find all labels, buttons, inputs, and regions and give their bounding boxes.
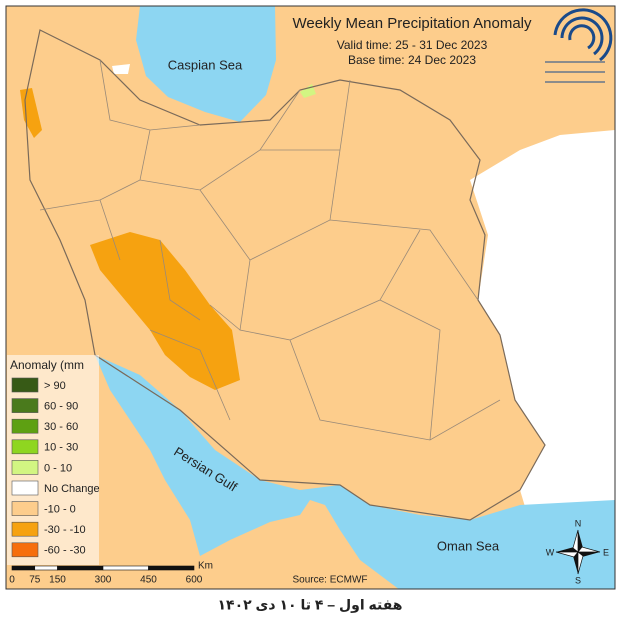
country-border <box>24 29 546 521</box>
caspian-sea <box>136 6 276 122</box>
persian-gulf-oman-sea <box>95 355 615 589</box>
legend-label: 0 - 10 <box>44 462 72 474</box>
legend-swatch <box>11 377 39 393</box>
footer: هفته اول – ۴ تا ۱۰ دی ۱۴۰۲ <box>217 597 402 614</box>
scale-unit: Km <box>198 561 213 572</box>
frame <box>5 5 616 590</box>
compass-label: S <box>575 575 581 585</box>
sea-label: Caspian Sea <box>168 57 243 72</box>
base-time: Base time: 24 Dec 2023 <box>348 53 476 67</box>
scale-bar: 0 75 150 300 450 600 Km <box>9 561 213 586</box>
legend-title: Anomaly (mm <box>10 358 84 372</box>
legend-label: 30 - 60 <box>44 421 78 433</box>
scale-segment <box>57 565 104 571</box>
scale-label: 0 <box>9 575 15 586</box>
legend-swatch <box>11 480 39 496</box>
legend-label: 60 - 90 <box>44 401 78 413</box>
legend-swatch <box>11 418 39 434</box>
legend-label: -60 - -30 <box>44 545 86 557</box>
legend-label: -10 - 0 <box>44 504 76 516</box>
legend: Anomaly (mm > 90 60 - 90 30 - 60 10 - 30 0 -… <box>7 355 100 565</box>
legend-label: > 90 <box>44 380 66 392</box>
legend-label: No Change <box>44 483 100 495</box>
scale-label: 75 <box>29 575 41 586</box>
province-borders <box>39 59 501 441</box>
legend-swatch <box>11 542 39 558</box>
legend-label: -30 - -10 <box>44 524 86 536</box>
compass: N S E W <box>546 518 609 585</box>
legend-swatch <box>11 398 39 413</box>
compass-label: N <box>575 518 582 528</box>
scale-segment <box>102 565 149 571</box>
compass-label: E <box>603 547 609 557</box>
map <box>6 6 615 589</box>
title: Weekly Mean Precipitation Anomaly <box>292 15 532 32</box>
legend-label: 10 - 30 <box>44 442 78 454</box>
logo <box>545 8 613 83</box>
scale-segment <box>148 565 195 571</box>
scale-segment <box>34 565 58 571</box>
legend-swatch <box>11 501 39 516</box>
compass-label: W <box>546 547 555 557</box>
anomaly-area <box>90 232 240 390</box>
scale-label: 150 <box>49 575 66 586</box>
scale-label: 450 <box>140 575 157 586</box>
scale-label: 300 <box>95 575 112 586</box>
valid-time: Valid time: 25 - 31 Dec 2023 <box>337 38 488 52</box>
no-change-area <box>112 64 130 74</box>
source: Source: ECMWF <box>292 575 367 586</box>
legend-swatch <box>11 460 39 475</box>
scale-label: 600 <box>186 575 203 586</box>
legend-swatch <box>11 521 39 537</box>
legend-swatch <box>11 439 39 455</box>
sea-label: Oman Sea <box>437 538 500 553</box>
scale-segment <box>11 565 36 571</box>
outside-area <box>470 130 615 589</box>
